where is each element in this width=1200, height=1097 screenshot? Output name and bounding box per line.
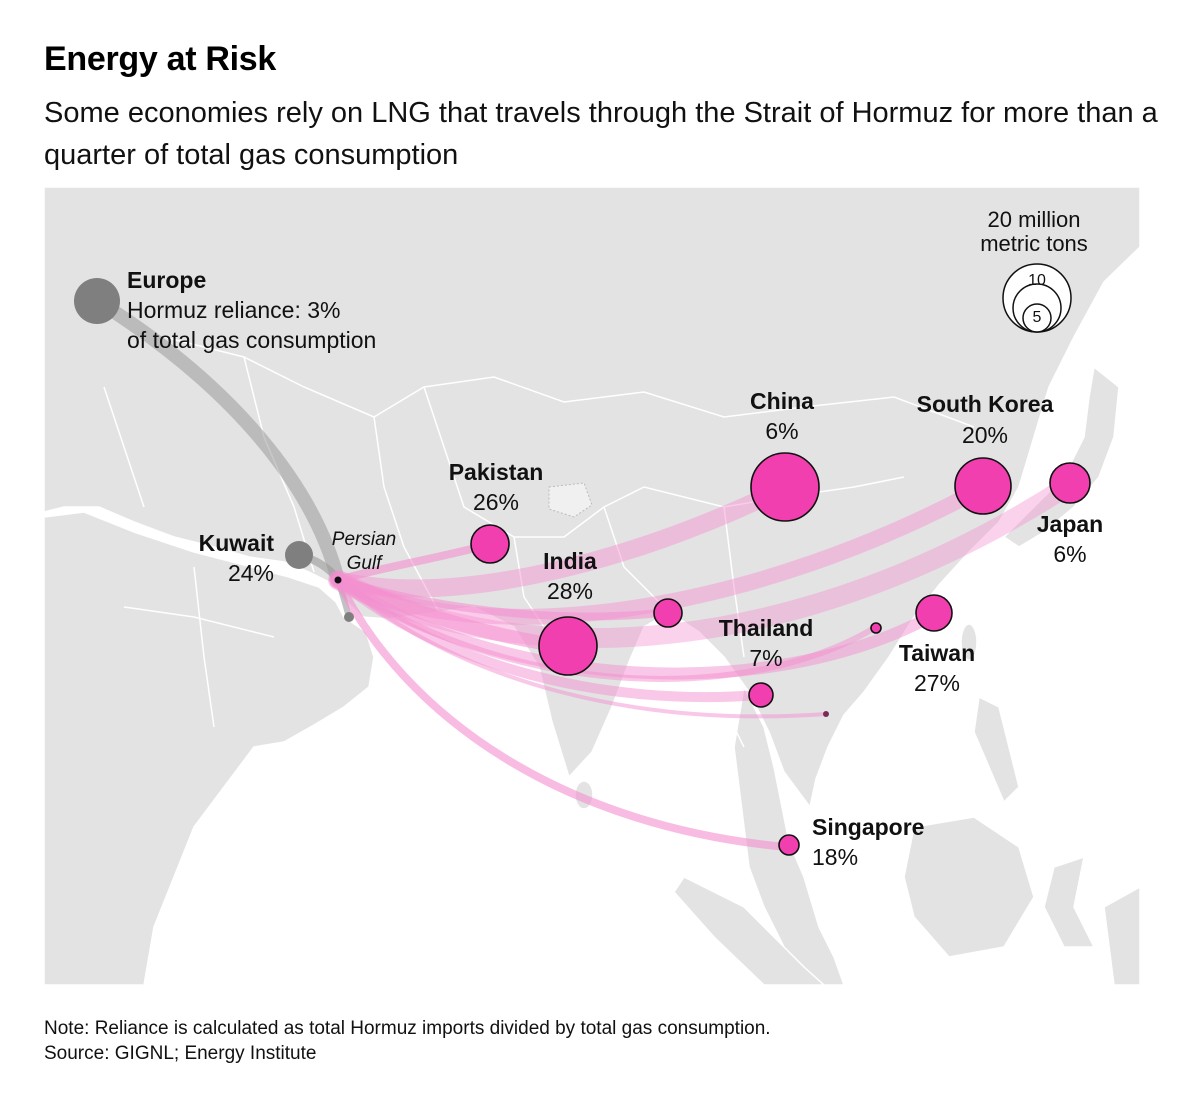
chart-subtitle: Some economies rely on LNG that travels … [44,97,1158,171]
qatar-marker [344,612,354,622]
land-borneo [903,816,1035,958]
legend-line1: 20 million [988,207,1081,232]
legend-mark-10: 10 [1028,272,1046,289]
destination-bubbles [470,452,1091,856]
bubble-singapore [778,834,800,856]
land-arabia-africa [44,511,375,985]
bubble-bangladesh [653,598,683,628]
label-taiwan-name: Taiwan [899,640,975,666]
label-thailand-name: Thailand [719,615,814,641]
europe-line2: of total gas consumption [127,327,376,353]
label-taiwan-value: 27% [914,670,960,696]
land-taiwan [960,623,978,661]
bubble-china [750,452,820,522]
destination-labels: China 6% South Korea 20% Japan 6% Pakist… [199,388,1104,870]
footnote-note: Note: Reliance is calculated as total Ho… [44,1018,771,1039]
gulf-label-line2: Gulf [347,553,384,574]
bubble-vietnam [823,711,829,717]
land-japan [1002,365,1120,548]
label-india-value: 28% [547,578,593,604]
legend-line2: metric tons [980,231,1088,256]
land-papua [1103,886,1140,985]
flow-china [329,478,795,598]
bubble-thailand [748,682,774,708]
bubble-japan [1049,462,1091,504]
size-legend: 20 million metric tons 10 5 [980,207,1088,333]
bubble-taiwan [915,594,953,632]
europe-line1: Hormuz reliance: 3% [127,297,340,323]
europe-name: Europe [127,267,206,293]
flow-lines [92,295,1079,851]
bubble-hong-kong [870,622,882,634]
disputed-region [548,482,593,518]
bubble-kuwait [285,541,313,569]
label-south-korea-value: 20% [962,422,1008,448]
legend-mark-5: 5 [1033,309,1042,326]
origin-point [334,576,342,584]
map-svg: 20 million metric tons 10 5 Europe Hormu… [44,187,1140,985]
label-china-value: 6% [765,418,798,444]
land-masses [44,187,1140,985]
label-thailand-value: 7% [749,645,782,671]
bubble-india [538,616,598,676]
label-china-name: China [750,388,814,414]
land-sumatra [673,876,826,985]
land-philippines [973,695,1020,804]
footnote: Note: Reliance is calculated as total Ho… [44,1016,771,1066]
label-japan-name: Japan [1037,511,1103,537]
land-malay [733,684,845,985]
label-pakistan-name: Pakistan [449,459,544,485]
europe-annotation: Europe Hormuz reliance: 3% of total gas … [127,267,376,353]
bubble-south-korea [954,457,1012,515]
label-south-korea-name: South Korea [917,391,1054,417]
bubble-pakistan [470,524,510,564]
label-kuwait-name: Kuwait [199,530,275,556]
label-singapore-value: 18% [812,844,858,870]
flow-singapore [334,576,791,851]
bubble-europe [74,278,120,324]
gulf-label-line1: Persian [332,529,396,550]
label-india-name: India [543,548,597,574]
flow-europe [92,295,345,587]
label-pakistan-value: 26% [473,489,519,515]
land-sulawesi [1043,855,1096,948]
label-japan-value: 6% [1053,541,1086,567]
label-singapore-name: Singapore [812,814,924,840]
label-kuwait-value: 24% [228,560,274,586]
map-area: 20 million metric tons 10 5 Europe Hormu… [44,187,1140,985]
footnote-source: Source: GIGNL; Energy Institute [44,1043,317,1064]
chart-title: Energy at Risk [44,40,277,78]
